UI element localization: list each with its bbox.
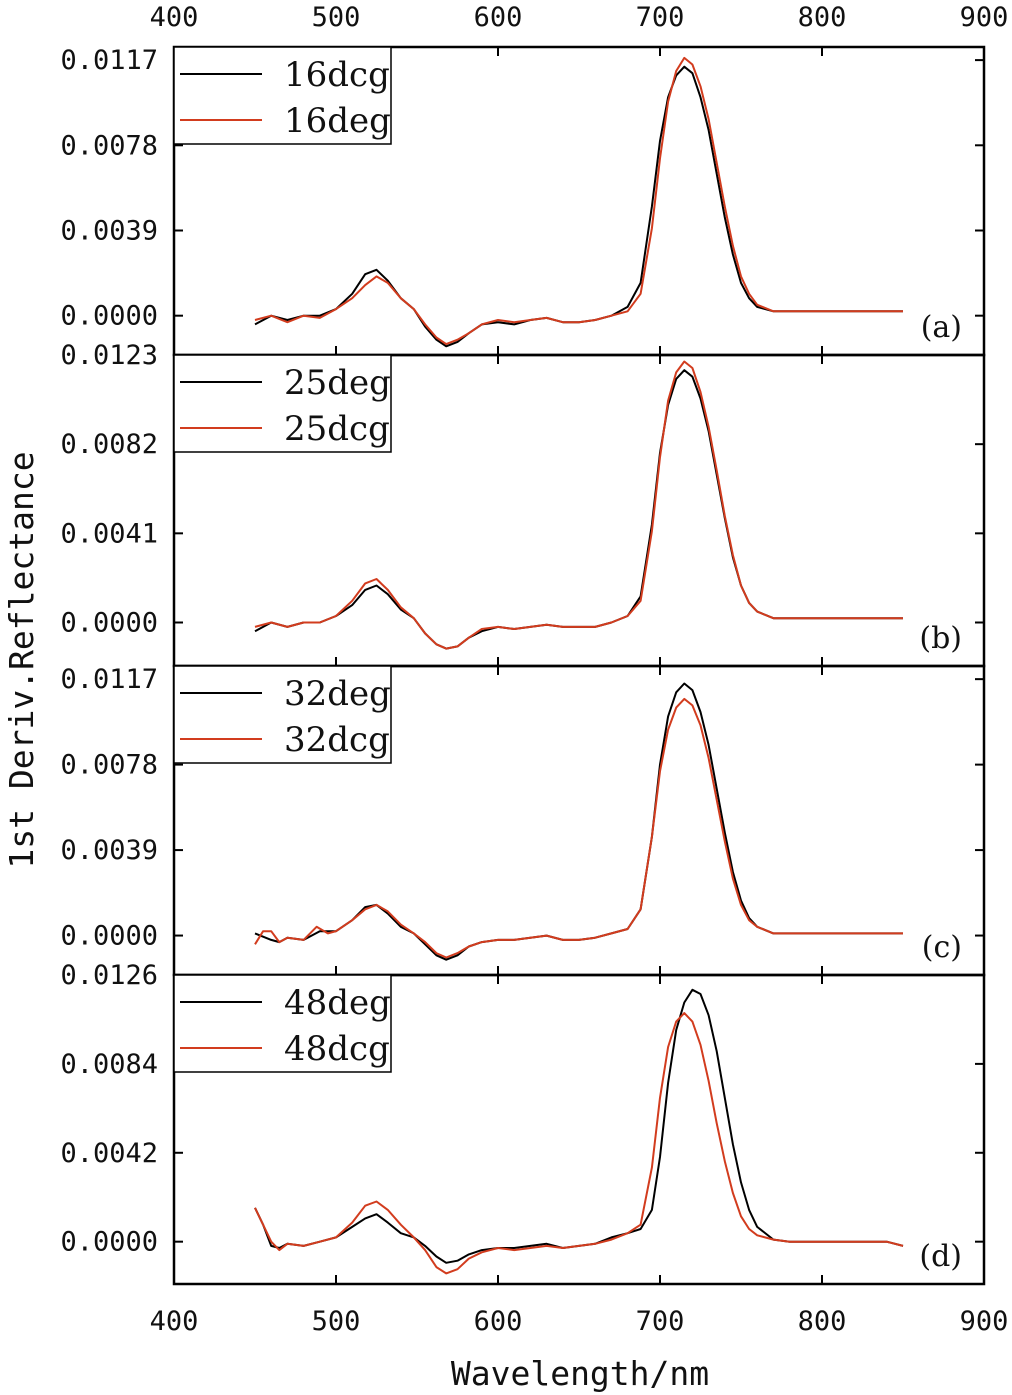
y-tick-label: 0.0000	[60, 608, 158, 639]
y-axis-title: 1st Deriv.Reflectance	[2, 451, 41, 868]
x-axis-title: Wavelength/nm	[451, 1354, 709, 1393]
panel-label: (d)	[919, 1239, 962, 1274]
chart-panel-c: 0.0117 0.0078 0.0039 0.0000 32deg 32dcg (c)	[60, 664, 986, 977]
y-tick-label: 0.0117	[60, 45, 158, 76]
x-tick-label-top: 500	[312, 2, 361, 33]
series-line-32dcg	[254, 697, 903, 959]
x-tick-label-bottom: 700	[636, 1306, 685, 1337]
legend-label: 48dcg	[284, 1029, 390, 1069]
plot-frame	[172, 973, 986, 1286]
legend: 48deg 48dcg	[173, 974, 392, 1073]
legend-box	[173, 974, 392, 1073]
x-tick-label-top: 600	[474, 2, 523, 33]
y-tick-label: 0.0126	[60, 960, 158, 991]
panel-label: (b)	[919, 621, 962, 656]
y-tick-label: 0.0078	[60, 130, 158, 161]
y-tick-label: 0.0082	[60, 429, 158, 460]
legend-label: 16dcg	[284, 55, 390, 95]
legend-label: 32dcg	[284, 720, 390, 760]
y-tick-label: 0.0117	[60, 664, 158, 695]
panel-label: (c)	[922, 930, 962, 965]
legend: 16dcg 16deg	[173, 46, 392, 145]
legend-label: 16deg	[284, 101, 391, 141]
legend-box	[173, 665, 392, 764]
x-tick-label-bottom: 600	[474, 1306, 523, 1337]
y-tick-label: 0.0123	[60, 340, 158, 371]
legend-box	[173, 46, 392, 145]
legend-label: 32deg	[284, 674, 391, 714]
chart-panel-b: 0.0123 0.0082 0.0041 0.0000 25deg 25dcg (b)	[60, 340, 986, 668]
chart-panel-a: 0.0117 0.0078 0.0039 0.0000 16dcg 16deg (a)	[60, 45, 986, 357]
x-tick-label-top: 700	[636, 2, 685, 33]
y-tick-label: 0.0000	[60, 1227, 158, 1258]
legend: 25deg 25dcg	[173, 354, 392, 453]
x-tick-label-top: 800	[798, 2, 847, 33]
y-tick-label: 0.0078	[60, 750, 158, 781]
x-tick-label-top: 900	[960, 2, 1009, 33]
x-tick-label-bottom: 500	[312, 1306, 361, 1337]
y-tick-label: 0.0042	[60, 1138, 158, 1169]
chart-panel-d: 0.0126 0.0084 0.0042 0.0000 48deg 48dcg (d)	[60, 960, 986, 1286]
legend-box	[173, 354, 392, 453]
legend-label: 25deg	[284, 363, 391, 403]
series-line-48dcg	[254, 1012, 904, 1275]
series-line-25dcg	[254, 360, 903, 650]
y-tick-label: 0.0039	[60, 215, 158, 246]
x-tick-label-bottom: 900	[960, 1306, 1009, 1337]
y-tick-label: 0.0084	[60, 1049, 158, 1080]
x-tick-label-top: 400	[150, 2, 199, 33]
y-tick-label: 0.0039	[60, 835, 158, 866]
y-tick-label: 0.0000	[60, 301, 158, 332]
legend: 32deg 32dcg	[173, 665, 392, 764]
x-tick-label-bottom: 400	[150, 1306, 199, 1337]
x-tick-label-bottom: 800	[798, 1306, 847, 1337]
series-line-16deg	[254, 56, 903, 346]
legend-label: 25dcg	[284, 409, 390, 449]
y-tick-label: 0.0000	[60, 921, 158, 952]
y-tick-label: 0.0041	[60, 518, 158, 549]
legend-label: 48deg	[284, 983, 391, 1023]
panel-label: (a)	[921, 310, 962, 345]
